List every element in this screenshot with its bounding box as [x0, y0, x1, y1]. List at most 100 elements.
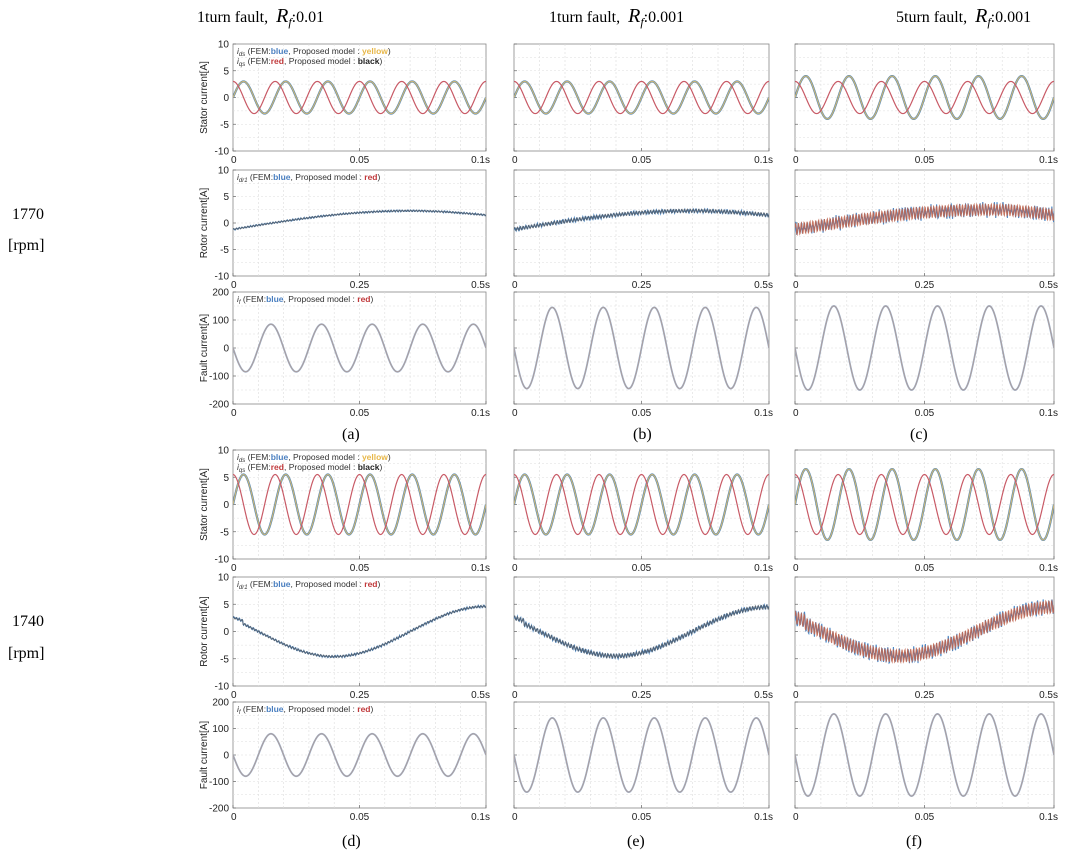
series-fault-model — [233, 323, 486, 373]
legend-part: ) — [371, 704, 374, 714]
legend-part: ) — [371, 294, 374, 304]
x-tick-label: 0 — [231, 155, 237, 166]
speed-unit-1740: [rpm] — [8, 645, 44, 662]
y-tick-label: 10 — [218, 40, 230, 51]
x-tick-label: 0.1s — [1039, 563, 1058, 574]
legend-part: red — [271, 462, 284, 472]
x-tick-label: 0.1s — [754, 563, 773, 574]
series-fault-model — [514, 306, 769, 390]
x-tick-label: 0.1s — [1039, 155, 1058, 166]
x-tick-label: 0.5s — [754, 690, 773, 701]
legend-part: red — [364, 172, 377, 182]
legend-part: , Proposed model : — [291, 172, 365, 182]
panel-label-f: (f) — [906, 833, 922, 850]
x-tick-label: 0 — [793, 690, 799, 701]
series-ids-model — [514, 80, 769, 115]
legend-part: i — [237, 704, 240, 714]
x-tick-label: 0.5s — [471, 690, 490, 701]
legend-entry: iqs (FEM:red, Proposed model : black) — [237, 56, 382, 68]
plot-lines — [514, 602, 769, 661]
series-iqs — [233, 80, 486, 115]
series-iqs — [514, 473, 769, 536]
x-tick-label: 0 — [512, 408, 518, 419]
legend-part: , Proposed model : — [284, 462, 358, 472]
column-title-2: 1turn fault, Rf:0.001 — [549, 5, 684, 29]
legend-part: i — [237, 172, 240, 182]
legend-part: (FEM: — [241, 704, 267, 714]
legend-part: red — [357, 704, 370, 714]
legend-entry: idr1 (FEM:blue, Proposed model : red) — [237, 579, 381, 591]
legend-part: , Proposed model : — [284, 56, 358, 66]
y-tick-label: 200 — [212, 288, 229, 299]
chart-f-stator: 0 0.05 0.1s — [793, 449, 1058, 574]
x-tick-label: 0 — [793, 155, 799, 166]
x-tick-label: 0.25 — [915, 280, 935, 291]
legend-part: ) — [379, 462, 382, 472]
x-tick-label: 0.05 — [350, 812, 370, 823]
y-tick-label: 100 — [212, 316, 229, 327]
legend-part: , Proposed model : — [291, 579, 365, 589]
legend-part: ) — [379, 56, 382, 66]
x-tick-label: 0.05 — [632, 408, 652, 419]
x-tick-label: 0.1s — [471, 812, 490, 823]
series-iqs — [514, 80, 769, 115]
plot-frame — [232, 576, 487, 687]
x-tick-label: 0.1s — [754, 812, 773, 823]
legend-entry: idr1 (FEM:blue, Proposed model : red) — [237, 172, 381, 184]
panel-label-e: (e) — [627, 833, 645, 850]
y-axis-title: Stator current[A] — [199, 468, 210, 541]
legend-part: qs — [239, 468, 245, 474]
plot-lines — [514, 716, 769, 794]
y-tick-label: 0 — [223, 751, 229, 762]
x-tick-label: 0.25 — [632, 690, 652, 701]
x-tick-label: 0 — [793, 408, 799, 419]
series-rotor-model — [514, 604, 769, 660]
legend-part: blue — [266, 704, 284, 714]
plot-lines — [233, 732, 486, 778]
plot-lines — [795, 305, 1054, 391]
x-tick-label: 0.05 — [915, 812, 935, 823]
legend-part: (FEM: — [245, 56, 271, 66]
x-tick-label: 0 — [231, 563, 237, 574]
chart-f-rotor: 0 0.25 0.5s — [793, 576, 1058, 701]
chart-e-fault: 0 0.05 0.1s — [512, 701, 773, 823]
x-tick-label: 0.05 — [632, 155, 652, 166]
speed-unit-1770: [rpm] — [8, 237, 44, 254]
chart-c-rotor: 0 0.25 0.5s — [793, 169, 1058, 291]
plot-lines — [795, 74, 1054, 121]
x-tick-label: 0.5s — [1039, 280, 1058, 291]
y-axis-title: Stator current[A] — [199, 61, 210, 134]
legend-part: (FEM: — [241, 294, 267, 304]
plot-lines — [233, 473, 486, 536]
column-title-1: 1turn fault, Rf:0.01 — [197, 5, 324, 29]
y-tick-label: 0 — [223, 500, 229, 511]
legend-part: i — [237, 579, 240, 589]
y-axis-title: Rotor current[A] — [199, 187, 210, 258]
x-tick-label: 0.5s — [1039, 690, 1058, 701]
legend-part: f — [239, 300, 242, 306]
series-rotor-model — [233, 209, 486, 231]
column-title-3: 5turn fault, Rf:0.001 — [896, 5, 1031, 29]
y-tick-label: 100 — [212, 724, 229, 735]
chart-e-stator: 0 0.05 0.1s — [512, 449, 773, 574]
legend-part: blue — [271, 46, 289, 56]
y-tick-label: -10 — [215, 272, 230, 283]
speed-value-1740: 1740 — [12, 613, 44, 630]
legend-part: blue — [273, 579, 291, 589]
plot-lines — [233, 208, 486, 231]
y-tick-label: 0 — [223, 344, 229, 355]
y-tick-label: -10 — [215, 555, 230, 566]
chart-e-rotor: 0 0.25 0.5s — [512, 576, 773, 701]
x-tick-label: 0.05 — [915, 563, 935, 574]
series-ids-model — [795, 75, 1054, 120]
plot-lines — [233, 323, 486, 373]
x-tick-label: 0 — [512, 563, 518, 574]
legend-part: , Proposed model : — [284, 704, 358, 714]
series-rotor-model — [795, 202, 1054, 237]
plot-lines — [514, 306, 769, 390]
